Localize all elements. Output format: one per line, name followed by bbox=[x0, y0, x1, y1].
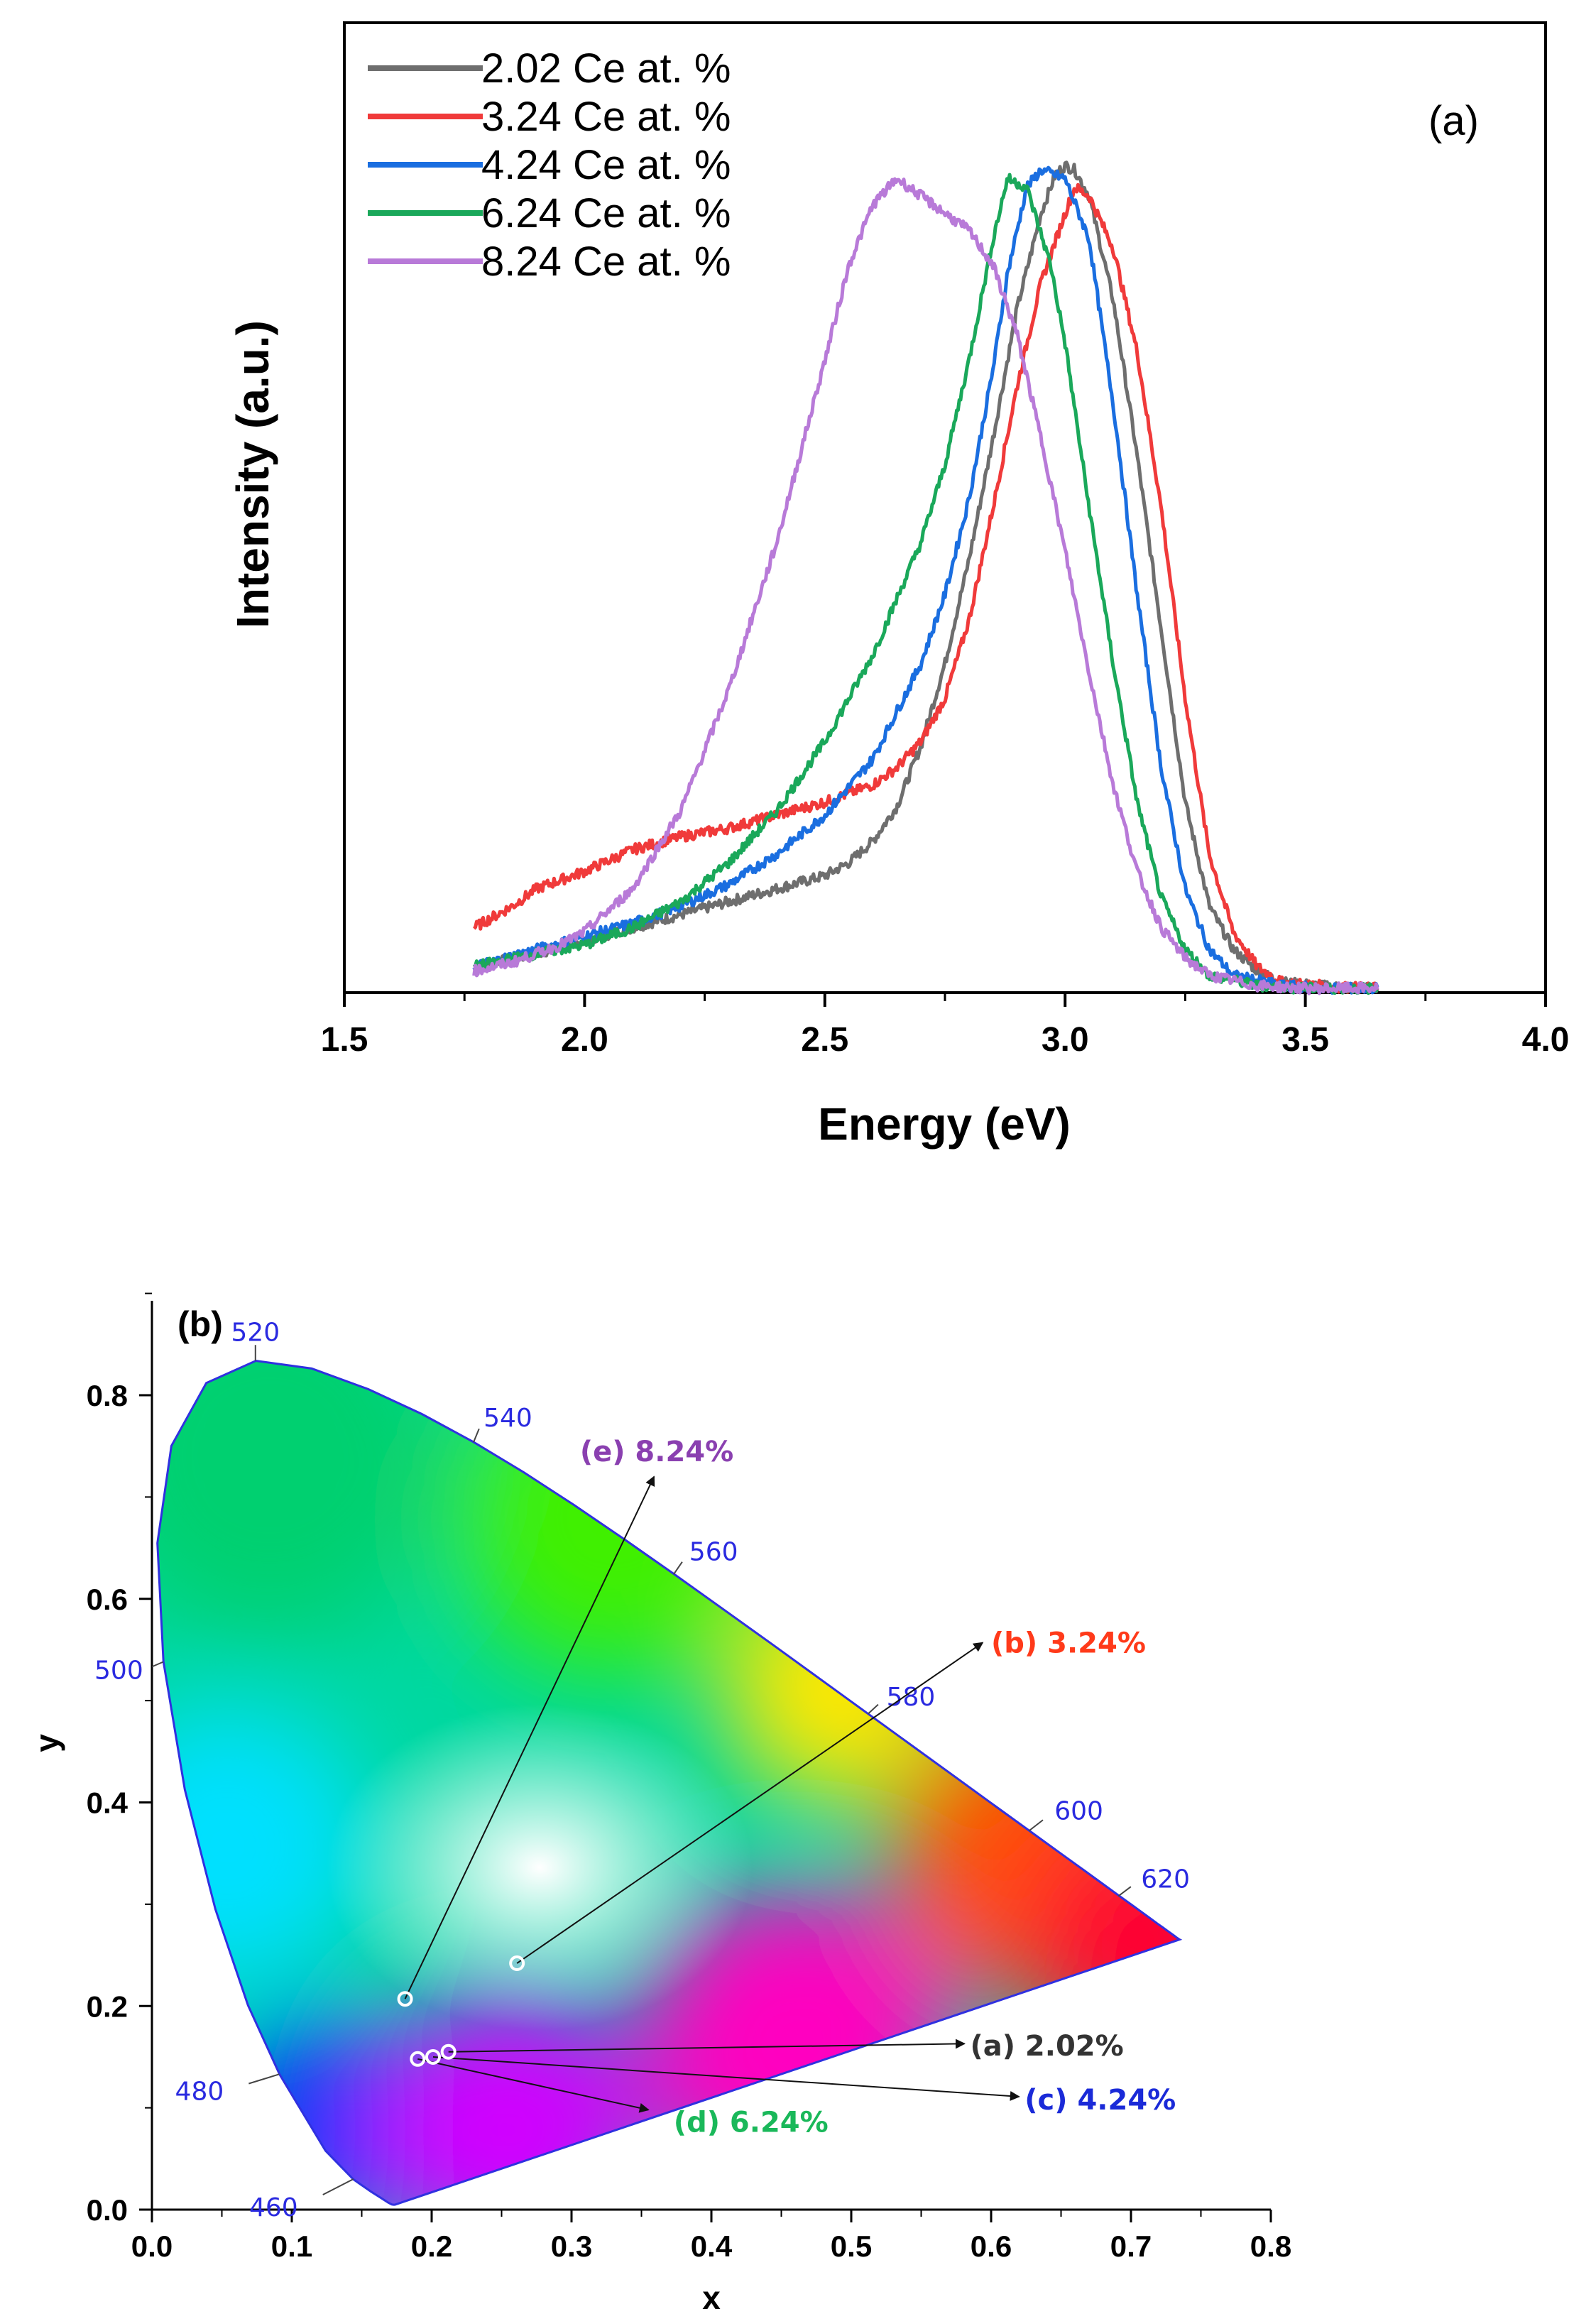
annotation-arrow-4 bbox=[417, 2058, 650, 2113]
panel-b-cie-diagram: 0.0 0.1 0.2 0.3 0.4 0.5 0.6 0.7 0.8 0.0 0.2 0.4 0.6 0… bbox=[28, 1292, 1291, 2314]
wavelength-label: 520 bbox=[231, 1318, 280, 1347]
panel-a-label: (a) bbox=[1428, 98, 1479, 144]
annotation-arrow-1 bbox=[448, 2039, 966, 2053]
panel-b-x-tick-label: 0.8 bbox=[1250, 2230, 1291, 2263]
panel-a-legend: 2.02 Ce at. %3.24 Ce at. %4.24 Ce at. %6… bbox=[368, 45, 731, 285]
annotation-label-5: (e) 8.24% bbox=[580, 1436, 733, 1468]
panel-b-x-tick-label: 0.5 bbox=[831, 2230, 872, 2263]
panel-b-x-axis-title: x bbox=[702, 2279, 721, 2314]
wavelength-tick bbox=[248, 2073, 280, 2085]
panel-b-x-tick-label: 0.2 bbox=[411, 2230, 452, 2263]
legend-label-5: 8.24 Ce at. % bbox=[481, 239, 731, 285]
panel-b-label: (b) bbox=[177, 1304, 223, 1344]
panel-a-x-tick-label: 3.0 bbox=[1042, 1021, 1089, 1059]
wavelength-tick bbox=[322, 2178, 354, 2195]
panel-a-x-tick-label: 4.0 bbox=[1522, 1021, 1570, 1059]
panel-b-y-axis-title: y bbox=[28, 1734, 65, 1752]
wavelength-label: 480 bbox=[175, 2077, 224, 2106]
panel-a-y-axis-title: Intensity (a.u.) bbox=[227, 320, 278, 628]
wavelength-tick bbox=[1028, 1819, 1044, 1832]
wavelength-label: 620 bbox=[1141, 1865, 1190, 1894]
wavelength-tick bbox=[867, 1703, 879, 1715]
panel-a-emission-spectra: 1.5 2.0 2.5 3.0 3.5 4.0 Energy (eV) Intensity… bbox=[227, 21, 1570, 1150]
panel-a-series-line-3 bbox=[472, 165, 1379, 995]
panel-b-x-tick-label: 0.7 bbox=[1110, 2230, 1152, 2263]
cie-point-1 bbox=[440, 2043, 457, 2060]
panel-a-x-axis: 1.5 2.0 2.5 3.0 3.5 4.0 bbox=[321, 993, 1570, 1059]
legend-label-4: 6.24 Ce at. % bbox=[481, 190, 731, 236]
cie-wavelength-labels: 460 480 500 520 540 560 580 600 620 bbox=[94, 1318, 1190, 2222]
wavelength-label: 540 bbox=[483, 1404, 532, 1433]
cie-point-5 bbox=[397, 1991, 413, 2007]
cie-sample-points: (a) 2.02% (b) 3.24% (c) 4.24% (d) 6.24% (e) … bbox=[397, 1436, 1176, 2139]
annotation-label-2: (b) 3.24% bbox=[991, 1627, 1146, 1659]
wavelength-label: 560 bbox=[689, 1537, 738, 1566]
panel-a-series-line-5 bbox=[472, 177, 1379, 995]
legend-label-1: 2.02 Ce at. % bbox=[481, 45, 731, 92]
legend-label-2: 3.24 Ce at. % bbox=[481, 94, 731, 140]
cie-point-4 bbox=[410, 2051, 426, 2067]
panel-a-series-lines bbox=[472, 160, 1379, 995]
panel-b-y-tick-label: 0.2 bbox=[87, 1990, 128, 2023]
wavelength-tick bbox=[151, 1661, 164, 1668]
annotation-arrow-5 bbox=[404, 1475, 655, 1999]
wavelength-tick bbox=[1117, 1886, 1132, 1897]
panel-b-y-tick-label: 0.6 bbox=[87, 1583, 128, 1616]
panel-b-x-tick-label: 0.1 bbox=[271, 2230, 312, 2263]
panel-b-x-tick-label: 0.6 bbox=[971, 2230, 1012, 2263]
panel-a-x-axis-title: Energy (eV) bbox=[818, 1098, 1071, 1150]
panel-b-y-tick-label: 0.8 bbox=[87, 1379, 128, 1412]
wavelength-tick bbox=[473, 1428, 480, 1443]
panel-a-x-tick-label: 3.5 bbox=[1281, 1021, 1329, 1059]
panel-b-x-tick-label: 0.0 bbox=[131, 2230, 173, 2263]
panel-a-series-line-2 bbox=[472, 182, 1379, 995]
panel-b-x-tick-label: 0.3 bbox=[551, 2230, 592, 2263]
panel-a-x-tick-label: 2.0 bbox=[561, 1021, 608, 1059]
cie-point-2 bbox=[509, 1955, 525, 1972]
cie-spectral-locus bbox=[156, 1359, 1183, 2206]
panel-b-y-tick-label: 0.0 bbox=[87, 2193, 128, 2227]
annotation-label-1: (a) 2.02% bbox=[970, 2030, 1123, 2063]
panel-a-series-line-1 bbox=[473, 160, 1379, 994]
legend-label-3: 4.24 Ce at. % bbox=[481, 142, 731, 188]
wavelength-label: 600 bbox=[1054, 1797, 1103, 1826]
panel-b-axes: 0.0 0.1 0.2 0.3 0.4 0.5 0.6 0.7 0.8 0.0 0.2 0.4 0.6 0… bbox=[87, 1292, 1291, 2263]
wavelength-tick bbox=[672, 1561, 683, 1575]
panel-a-x-tick-label: 1.5 bbox=[321, 1021, 368, 1059]
annotation-arrow-3 bbox=[432, 2056, 1020, 2101]
wavelength-label: 500 bbox=[94, 1657, 143, 1686]
panel-b-y-tick-label: 0.4 bbox=[87, 1786, 129, 1820]
annotation-arrow-2 bbox=[516, 1642, 984, 1964]
cie-color-gamut bbox=[157, 1360, 1180, 2205]
panel-a-x-tick-label: 2.5 bbox=[801, 1021, 848, 1059]
wavelength-label: 460 bbox=[249, 2193, 298, 2222]
annotation-label-4: (d) 6.24% bbox=[674, 2107, 829, 2139]
panel-a-series-line-4 bbox=[472, 173, 1379, 995]
panel-b-x-tick-label: 0.4 bbox=[691, 2230, 733, 2263]
cie-point-3 bbox=[425, 2048, 441, 2065]
annotation-label-3: (c) 4.24% bbox=[1024, 2084, 1176, 2117]
wavelength-label: 580 bbox=[887, 1683, 936, 1712]
